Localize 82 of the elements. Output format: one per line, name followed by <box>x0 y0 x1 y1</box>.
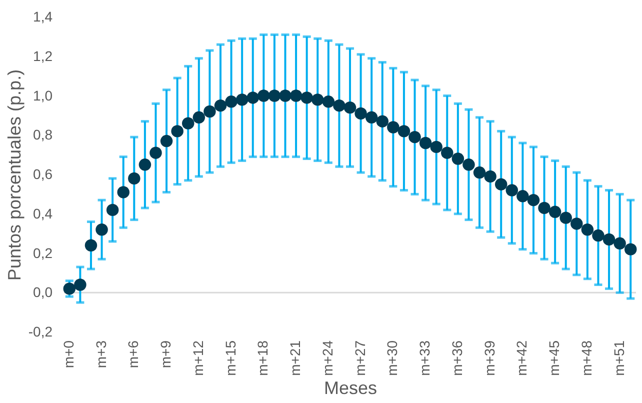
x-tick-label: m+30 <box>384 340 400 376</box>
point <box>408 130 421 144</box>
point <box>344 101 356 114</box>
point <box>63 282 76 295</box>
y-axis-title: Puntos porcentuales (p.p.) <box>4 69 24 281</box>
point <box>279 90 292 102</box>
x-tick-label: m+24 <box>319 340 336 376</box>
point <box>128 172 140 185</box>
point <box>473 166 486 179</box>
point <box>214 99 227 112</box>
x-tick-label: m+6 <box>125 340 142 368</box>
point <box>602 233 616 246</box>
point <box>106 204 119 216</box>
point <box>430 140 442 154</box>
x-tick-label: m+18 <box>254 340 271 376</box>
point <box>333 99 346 112</box>
point <box>138 158 152 171</box>
point <box>268 90 281 102</box>
x-tick-label: m+51 <box>610 340 627 376</box>
x-tick-label: m+21 <box>287 340 304 376</box>
point <box>300 92 313 104</box>
point <box>160 134 173 148</box>
x-tick-label: m+9 <box>158 340 174 368</box>
y-tick-label: 1,0 <box>33 87 53 104</box>
point <box>527 194 540 206</box>
point <box>322 96 335 108</box>
y-tick-label: 0,2 <box>33 244 53 261</box>
point <box>258 90 270 102</box>
x-tick-label: m+15 <box>222 340 238 376</box>
point <box>452 152 464 165</box>
point <box>171 125 184 138</box>
point <box>419 136 432 150</box>
x-tick-label: m+39 <box>481 340 498 376</box>
point <box>484 170 496 183</box>
point <box>182 117 194 130</box>
point <box>560 212 572 224</box>
x-tick-label: m+33 <box>416 340 433 376</box>
point <box>581 224 594 236</box>
point <box>236 94 248 106</box>
point <box>192 111 206 124</box>
point <box>246 92 259 104</box>
point <box>538 202 550 214</box>
x-tick-label: m+0 <box>60 340 76 368</box>
y-tick-label: 0,0 <box>33 284 53 300</box>
y-tick-label: 1,4 <box>33 8 53 24</box>
point <box>96 224 108 236</box>
y-tick-label: -0,2 <box>28 324 53 340</box>
x-tick-label: m+12 <box>190 340 206 376</box>
x-tick-label: m+27 <box>352 340 368 376</box>
point <box>494 178 508 190</box>
point <box>312 94 324 106</box>
point <box>376 115 388 128</box>
point <box>365 111 378 124</box>
point <box>506 184 518 196</box>
point <box>74 278 86 291</box>
point <box>150 146 162 159</box>
point <box>117 186 130 198</box>
x-tick-label: m+42 <box>514 340 530 376</box>
y-tick-label: 0,6 <box>33 166 53 182</box>
point <box>624 243 637 256</box>
point <box>462 158 475 171</box>
y-tick-label: 1,2 <box>33 48 53 64</box>
point <box>548 206 562 218</box>
y-tick-label: 0,4 <box>33 205 53 222</box>
point <box>290 90 302 102</box>
x-tick-label: m+36 <box>448 340 465 376</box>
point <box>398 125 410 138</box>
point <box>516 190 529 202</box>
x-tick-label: m+48 <box>578 340 594 376</box>
point <box>614 237 626 250</box>
point <box>84 239 98 252</box>
x-tick-label: m+3 <box>92 340 109 368</box>
point <box>592 229 604 242</box>
point <box>204 105 216 118</box>
point <box>441 146 454 159</box>
point <box>225 96 238 108</box>
point <box>570 218 583 230</box>
point <box>387 121 400 134</box>
x-axis-title: Meses <box>324 378 378 398</box>
x-tick-label: m+45 <box>546 340 562 376</box>
y-tick-label: 0,8 <box>33 126 53 143</box>
point <box>354 107 367 120</box>
